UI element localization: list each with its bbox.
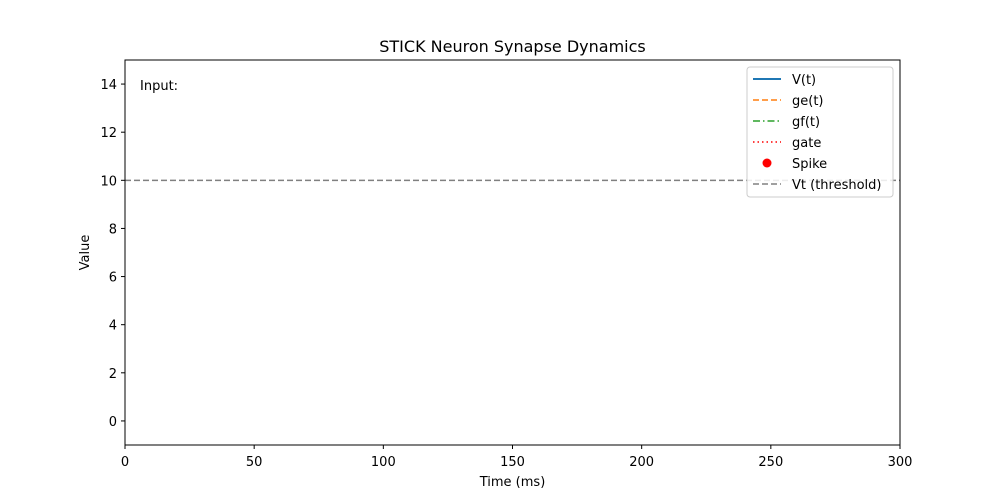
- chart-title: STICK Neuron Synapse Dynamics: [379, 37, 645, 56]
- x-tick-label: 100: [371, 455, 396, 470]
- legend-label: gate: [792, 136, 821, 151]
- x-tick-label: 0: [121, 455, 129, 470]
- legend: V(t) ge(t) gf(t) gate Spike Vt (threshold): [746, 66, 894, 198]
- legend-item: gf(t): [753, 115, 820, 130]
- x-tick-label: 200: [629, 455, 654, 470]
- x-axis-label: Time (ms): [479, 475, 546, 490]
- legend-label: gf(t): [792, 115, 820, 130]
- legend-item: V(t): [753, 73, 816, 88]
- legend-item: ge(t): [753, 94, 824, 109]
- legend-label: Spike: [792, 157, 827, 172]
- y-tick-label: 8: [109, 222, 117, 237]
- y-axis-label: Value: [78, 235, 93, 271]
- y-tick-label: 14: [100, 78, 117, 93]
- legend-item: gate: [753, 136, 821, 151]
- y-tick-label: 10: [100, 174, 117, 189]
- y-tick-label: 0: [109, 415, 117, 430]
- legend-label: ge(t): [792, 94, 824, 109]
- y-tick-label: 2: [109, 367, 117, 382]
- legend-label: Vt (threshold): [792, 178, 882, 193]
- legend-box: [746, 66, 894, 198]
- legend-item: Spike: [762, 157, 827, 172]
- legend-swatch: [762, 158, 772, 168]
- x-axis: 0 50 100 150 200 250 300: [121, 445, 913, 470]
- x-tick-label: 300: [888, 455, 913, 470]
- y-axis: 0 2 4 6 8 10 12 14: [100, 78, 125, 430]
- legend-item: Vt (threshold): [753, 178, 882, 193]
- x-tick-label: 50: [246, 455, 263, 470]
- legend-label: V(t): [792, 73, 816, 88]
- y-tick-label: 6: [109, 271, 117, 286]
- x-tick-label: 150: [500, 455, 525, 470]
- y-tick-label: 4: [109, 319, 117, 334]
- input-annotation: Input:: [140, 79, 178, 94]
- x-tick-label: 250: [758, 455, 783, 470]
- y-tick-label: 12: [100, 126, 117, 141]
